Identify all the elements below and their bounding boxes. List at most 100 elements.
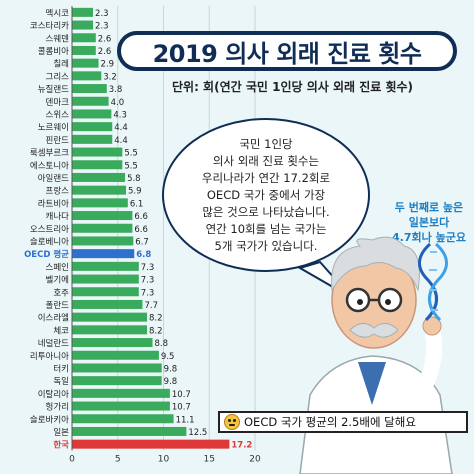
category-label: 그리스 (46, 72, 70, 82)
bar (72, 299, 143, 309)
category-label: 스페인 (46, 262, 69, 273)
bubble-line: OECD 국가 중에서 가장 (206, 187, 326, 202)
category-label: 칠레 (53, 60, 69, 70)
bar (72, 122, 113, 132)
value-label: 8.2 (149, 314, 163, 324)
bar (72, 312, 148, 322)
bar (72, 388, 170, 398)
bar (72, 7, 94, 17)
bar (72, 223, 133, 233)
category-label: 덴마크 (46, 98, 70, 108)
bar (72, 96, 109, 106)
category-label: 이스라엘 (38, 313, 69, 324)
category-label: 헝가리 (46, 403, 69, 413)
category-label: 스위스 (46, 110, 70, 120)
category-label: 호주 (53, 288, 69, 298)
value-label: 6.6 (134, 212, 148, 222)
value-label: 4.4 (114, 123, 128, 133)
value-label: 4.3 (113, 110, 127, 120)
bar (72, 147, 123, 157)
bar (72, 426, 187, 436)
value-label: 6.8 (136, 250, 151, 260)
value-label: 2.3 (95, 9, 109, 19)
category-label: 리투아니아 (30, 351, 69, 362)
value-label: 8.8 (155, 339, 169, 349)
category-label: 뉴질랜드 (38, 84, 69, 95)
category-label: 에스토니아 (30, 160, 69, 171)
bar (72, 325, 148, 335)
speech-bubble: 국민 1인당 의사 외래 진료 횟수는 우리나라가 연간 17.2회로 OECD… (162, 118, 370, 272)
category-label: 룩셈부르크 (30, 149, 69, 159)
value-label: 12.5 (188, 428, 207, 438)
bar (72, 45, 96, 55)
bar (72, 109, 112, 119)
value-label: 6.7 (135, 237, 149, 247)
value-label: 6.6 (134, 225, 148, 235)
value-label: 9.8 (164, 377, 178, 387)
bar (72, 287, 139, 297)
category-label: 터키 (53, 364, 69, 374)
value-label: 9.5 (161, 352, 175, 362)
value-label: 17.2 (231, 441, 252, 451)
bar (72, 172, 126, 182)
value-label: 10.7 (172, 403, 191, 413)
value-label: 5.5 (124, 149, 138, 159)
bar (72, 439, 230, 449)
side-note-line: 일본보다 (408, 216, 450, 229)
category-label: 코스타리카 (30, 22, 69, 32)
bar (72, 160, 123, 170)
category-label: 폴란드 (46, 300, 70, 311)
category-label: 벨기에 (46, 275, 69, 286)
category-label: OECD 평균 (24, 249, 69, 260)
value-label: 7.7 (144, 301, 158, 311)
value-label: 2.3 (95, 22, 109, 32)
unit-label: 단위: 회(연간 국민 1인당 의사 외래 진료 횟수) (172, 80, 414, 94)
value-label: 5.9 (128, 187, 142, 197)
bubble-line: 많은 것으로 나타났습니다. (202, 204, 330, 219)
bubble-line: 의사 외래 진료 횟수는 (212, 153, 320, 168)
bar (72, 414, 174, 424)
category-label: 한국 (53, 440, 69, 451)
bar (72, 211, 133, 221)
x-tick-label: 10 (158, 455, 170, 465)
bar (72, 84, 107, 94)
category-label: 노르웨이 (38, 122, 69, 133)
x-tick-label: 0 (69, 455, 75, 465)
value-label: 7.3 (141, 276, 155, 286)
value-label: 6.1 (130, 199, 144, 209)
category-label: 독일 (53, 377, 69, 387)
value-label: 4.4 (114, 136, 128, 146)
bubble-line: 5개 국가가 있습니다. (214, 238, 318, 253)
value-label: 11.1 (176, 415, 195, 425)
bar (72, 401, 170, 411)
category-label: 슬로바키아 (30, 414, 69, 425)
bar (72, 185, 126, 195)
bar (72, 350, 159, 360)
value-label: 10.7 (172, 390, 191, 400)
category-label: 라트비아 (38, 198, 69, 209)
value-label: 7.3 (141, 288, 155, 298)
value-label: 9.8 (164, 364, 178, 374)
bubble-line: 국민 1인당 (239, 136, 293, 151)
bar (72, 376, 162, 386)
side-note-line: 두 번째로 높은 (394, 201, 464, 214)
value-label: 3.8 (109, 85, 123, 95)
bar (72, 249, 135, 259)
bubble-line: 연간 10회를 넘는 국가는 (205, 221, 327, 236)
bar (72, 58, 99, 68)
x-tick-label: 15 (204, 455, 215, 465)
bar (72, 198, 128, 208)
category-label: 네덜란드 (38, 338, 69, 349)
value-label: 4.0 (111, 98, 125, 108)
category-label: 멕시코 (46, 8, 70, 19)
value-label: 8.2 (149, 326, 163, 336)
category-label: 슬로베니아 (30, 236, 69, 247)
value-label: 7.3 (141, 263, 155, 273)
x-tick-label: 5 (115, 455, 121, 465)
smiley-icon (224, 414, 240, 430)
value-label: 5.5 (124, 161, 138, 171)
chart-title: 2019 의사 외래 진료 횟수 (117, 31, 457, 71)
bar (72, 261, 139, 271)
value-label: 2.6 (98, 47, 112, 57)
